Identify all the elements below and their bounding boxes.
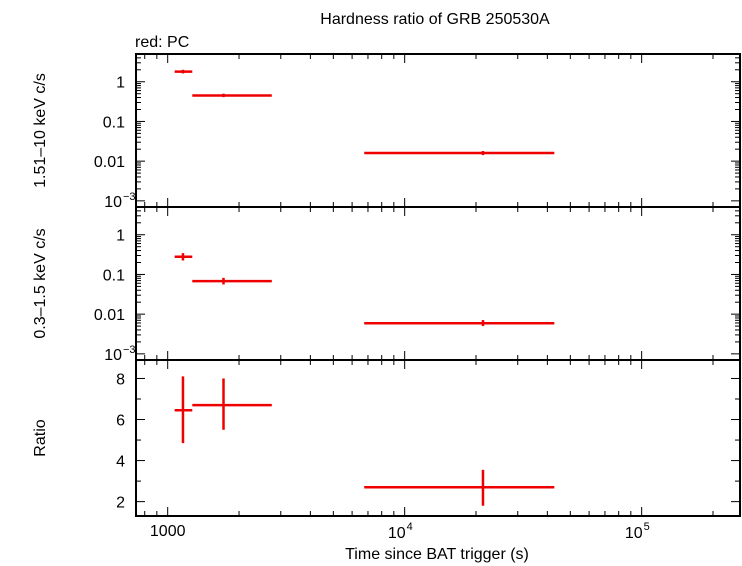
x-tick-label: 1000 [150, 523, 186, 540]
y-tick-label: 10 [104, 194, 122, 211]
x-tick-label-exponent: 5 [644, 521, 650, 533]
x-tick-label-exponent: 4 [407, 521, 413, 533]
data-point [364, 320, 555, 327]
chart-subtitle: red: PC [135, 34, 189, 51]
y-axis-label: 0.3–1.5 keV c/s [32, 228, 49, 338]
x-tick-labels: 1000 10 4 10 5 [150, 521, 650, 542]
panel-2: 1 0.1 0.01 10 −3 0.3–1.5 keV c/s [32, 206, 741, 364]
panel-frame [135, 53, 741, 208]
data-point [364, 151, 555, 156]
chart-title: Hardness ratio of GRB 250530A [320, 11, 550, 28]
y-axis-label: Ratio [32, 419, 49, 456]
data-point [174, 376, 193, 444]
y-tick-label: 0.1 [103, 267, 125, 284]
x-tick-label: 10 [388, 525, 406, 542]
data-point [364, 469, 555, 506]
x-axis-label: Time since BAT trigger (s) [345, 546, 529, 563]
panel-frame [135, 206, 741, 361]
panel-frame [135, 359, 741, 517]
y-tick-label: 0.01 [94, 307, 125, 324]
x-tick-label: 10 [625, 525, 643, 542]
data-point [192, 277, 272, 285]
y-tick-label: 8 [116, 371, 125, 388]
y-tick-label: 10 [104, 347, 122, 364]
y-tick-label: 6 [116, 413, 125, 430]
panel-1: 1 0.1 0.01 10 −3 1.51–10 keV c/s [32, 53, 741, 211]
y-tick-label: 1 [116, 228, 125, 245]
y-axis-label: 1.51–10 keV c/s [32, 73, 49, 188]
data-point [192, 378, 272, 430]
data-point [174, 253, 193, 261]
y-tick-label-exponent: −3 [123, 191, 136, 203]
y-tick-label: 2 [116, 495, 125, 512]
y-tick-label-exponent: −3 [123, 344, 136, 356]
data-point [174, 69, 193, 74]
data-point [192, 93, 272, 98]
panel-3: 8 6 4 2 Ratio [32, 359, 741, 517]
y-tick-label: 1 [116, 75, 125, 92]
y-tick-label: 4 [116, 454, 125, 471]
y-tick-label: 0.01 [94, 154, 125, 171]
y-tick-label: 0.1 [103, 114, 125, 131]
